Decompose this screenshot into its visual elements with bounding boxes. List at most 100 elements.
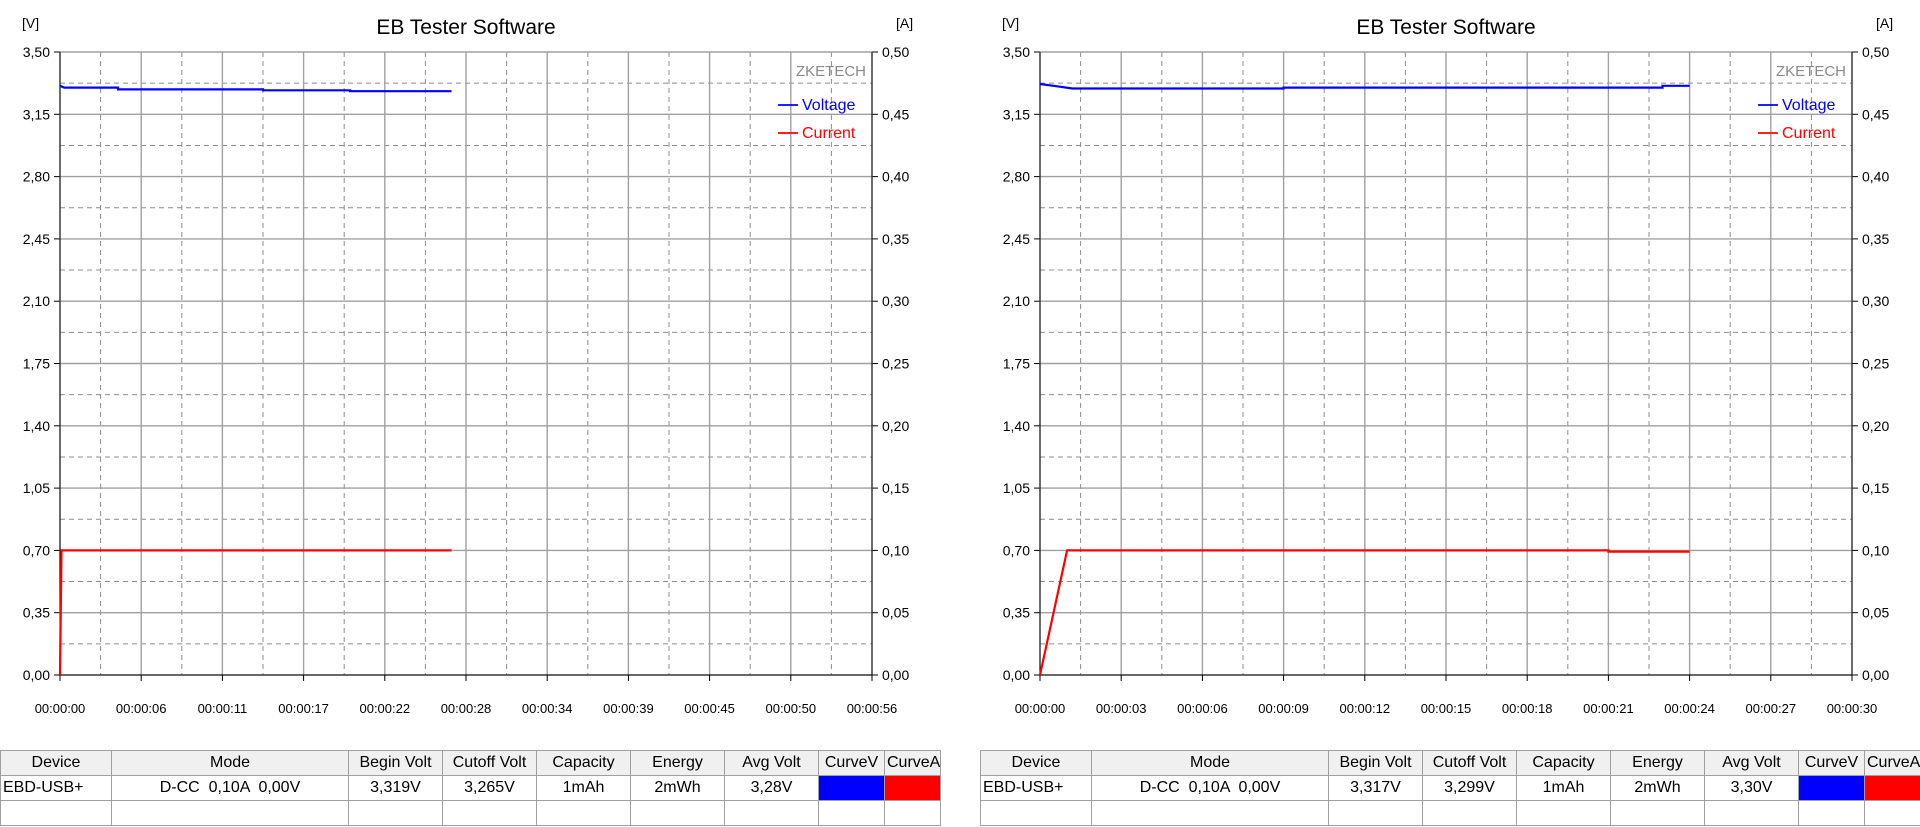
- y-right-tick-label: 0,15: [1862, 480, 1889, 496]
- header-capacity[interactable]: Capacity: [536, 750, 631, 776]
- y-right-tick-label: 0,45: [1862, 106, 1889, 122]
- header-avg-volt[interactable]: Avg Volt: [1704, 750, 1799, 776]
- legend-label-current: Current: [802, 125, 856, 142]
- chart-title: EB Tester Software: [376, 16, 555, 39]
- x-tick-label: 00:00:56: [847, 701, 898, 716]
- y-left-tick-label: 2,80: [23, 169, 50, 185]
- cell-energy: 2mWh: [630, 775, 725, 801]
- header-cutoff-volt[interactable]: Cutoff Volt: [1422, 750, 1517, 776]
- y-left-tick-label: 3,50: [23, 44, 50, 60]
- x-tick-label: 00:00:30: [1827, 701, 1878, 716]
- curve-v-swatch[interactable]: [818, 775, 885, 801]
- x-tick-label: 00:00:00: [1015, 701, 1066, 716]
- header-capacity[interactable]: Capacity: [1516, 750, 1611, 776]
- y-left-unit-label: [V]: [1002, 15, 1019, 31]
- header-curve-v[interactable]: CurveV: [818, 750, 885, 776]
- x-tick-label: 00:00:00: [35, 701, 86, 716]
- watermark-zketech: ZKETECH: [1776, 63, 1846, 80]
- cell-mode: D-CC 0,10A 0,00V: [1091, 775, 1329, 801]
- y-right-tick-label: 0,00: [1862, 667, 1889, 683]
- y-right-unit-label: [A]: [1876, 15, 1893, 31]
- header-curve-v[interactable]: CurveV: [1798, 750, 1865, 776]
- y-right-tick-label: 0,10: [1862, 542, 1889, 558]
- cell-device: EBD-USB+: [0, 775, 112, 801]
- y-left-unit-label: [V]: [22, 15, 39, 31]
- x-tick-label: 00:00:11: [198, 701, 248, 716]
- header-curve-a[interactable]: CurveA: [884, 750, 941, 776]
- series-line-current: [58, 549, 452, 676]
- series-line-voltage: [59, 84, 452, 93]
- cell-device: EBD-USB+: [980, 775, 1092, 801]
- cell-cutoff-volt: 3,265V: [442, 775, 537, 801]
- series-line-current: [1038, 549, 1690, 676]
- curve-v-swatch[interactable]: [1798, 775, 1865, 801]
- legend-label-voltage: Voltage: [802, 97, 855, 114]
- y-right-unit-label: [A]: [896, 15, 913, 31]
- y-right-tick-label: 0,35: [1862, 231, 1889, 247]
- table-row-empty: [0, 800, 941, 826]
- cell-avg-volt: 3,28V: [724, 775, 819, 801]
- y-left-tick-label: 1,40: [23, 418, 50, 434]
- curve-a-swatch[interactable]: [1864, 775, 1920, 801]
- x-tick-label: 00:00:22: [359, 701, 410, 716]
- y-left-tick-label: 0,70: [1003, 542, 1030, 558]
- y-right-tick-label: 0,30: [882, 293, 909, 309]
- y-right-tick-label: 0,20: [882, 418, 909, 434]
- chart-panel-left: EB Tester Software [V] [A] 3,50 0,50 3,15 0,45…: [0, 15, 941, 826]
- y-left-tick-label: 1,40: [1003, 418, 1030, 434]
- header-begin-volt[interactable]: Begin Volt: [348, 750, 443, 776]
- device-table-right: Device Mode Begin Volt Cutoff Volt Capac…: [980, 750, 1920, 826]
- table-row[interactable]: EBD-USB+ D-CC 0,10A 0,00V 3,317V 3,299V …: [980, 775, 1920, 801]
- y-right-tick-label: 0,50: [1862, 44, 1889, 60]
- header-curve-a[interactable]: CurveA: [1864, 750, 1920, 776]
- cell-mode: D-CC 0,10A 0,00V: [111, 775, 349, 801]
- y-left-tick-label: 1,75: [23, 356, 50, 372]
- cell-capacity: 1mAh: [1516, 775, 1611, 801]
- x-tick-label: 00:00:12: [1339, 701, 1390, 716]
- y-right-tick-label: 0,05: [882, 605, 909, 621]
- table-row-empty: [980, 800, 1920, 826]
- x-tick-label: 00:00:24: [1664, 701, 1715, 716]
- x-tick-label: 00:00:17: [278, 701, 329, 716]
- y-left-tick-label: 2,45: [23, 231, 50, 247]
- curve-a-swatch[interactable]: [884, 775, 941, 801]
- legend-label-voltage: Voltage: [1782, 97, 1835, 114]
- y-right-tick-label: 0,25: [882, 356, 909, 372]
- header-mode[interactable]: Mode: [111, 750, 349, 776]
- header-avg-volt[interactable]: Avg Volt: [724, 750, 819, 776]
- legend-label-current: Current: [1782, 125, 1836, 142]
- y-right-tick-label: 0,30: [1862, 293, 1889, 309]
- cell-energy: 2mWh: [1610, 775, 1705, 801]
- y-left-tick-label: 0,70: [23, 542, 50, 558]
- y-left-tick-label: 1,05: [23, 480, 50, 496]
- x-tick-label: 00:00:28: [441, 701, 492, 716]
- x-tick-label: 00:00:09: [1258, 701, 1309, 716]
- y-right-tick-label: 0,40: [882, 169, 909, 185]
- table-row[interactable]: EBD-USB+ D-CC 0,10A 0,00V 3,319V 3,265V …: [0, 775, 941, 801]
- y-left-tick-label: 2,10: [1003, 293, 1030, 309]
- cell-avg-volt: 3,30V: [1704, 775, 1799, 801]
- chart-left: EB Tester Software [V] [A] 3,50 0,50 3,15 0,45…: [22, 15, 913, 716]
- y-left-tick-label: 1,75: [1003, 356, 1030, 372]
- x-tick-label: 00:00:18: [1502, 701, 1553, 716]
- y-left-tick-label: 0,35: [1003, 605, 1030, 621]
- header-device[interactable]: Device: [0, 750, 112, 776]
- x-tick-label: 00:00:27: [1745, 701, 1796, 716]
- header-begin-volt[interactable]: Begin Volt: [1328, 750, 1423, 776]
- y-left-tick-label: 0,00: [23, 667, 50, 683]
- y-left-tick-label: 3,15: [1003, 106, 1030, 122]
- x-tick-label: 00:00:39: [603, 701, 654, 716]
- y-right-tick-label: 0,15: [882, 480, 909, 496]
- header-cutoff-volt[interactable]: Cutoff Volt: [442, 750, 537, 776]
- y-left-tick-label: 0,00: [1003, 667, 1030, 683]
- y-left-tick-label: 2,45: [1003, 231, 1030, 247]
- y-left-tick-label: 3,15: [23, 106, 50, 122]
- x-tick-label: 00:00:06: [116, 701, 167, 716]
- header-device[interactable]: Device: [980, 750, 1092, 776]
- header-energy[interactable]: Energy: [1610, 750, 1705, 776]
- y-right-tick-label: 0,05: [1862, 605, 1889, 621]
- header-mode[interactable]: Mode: [1091, 750, 1329, 776]
- header-energy[interactable]: Energy: [630, 750, 725, 776]
- cell-begin-volt: 3,319V: [348, 775, 443, 801]
- x-tick-label: 00:00:50: [765, 701, 816, 716]
